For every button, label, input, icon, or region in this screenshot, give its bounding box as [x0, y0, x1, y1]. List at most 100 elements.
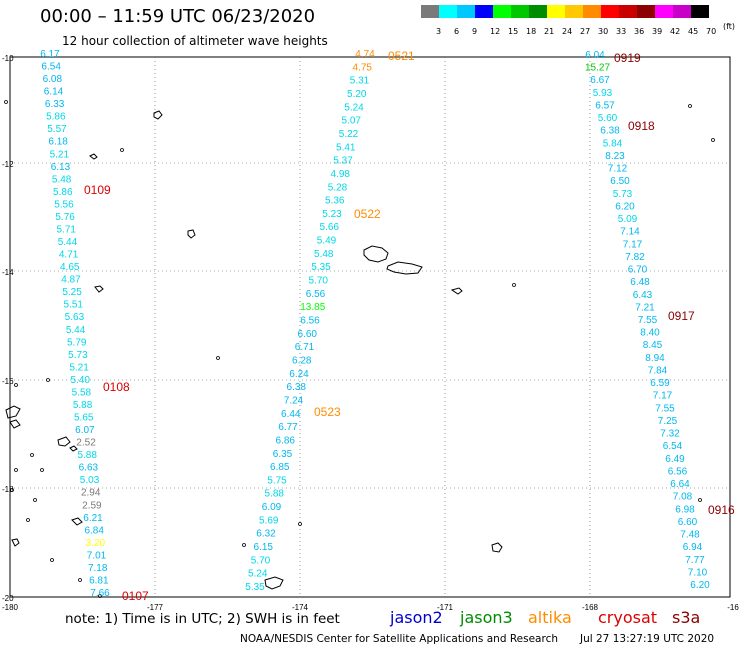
- color-scale-swatch: [547, 5, 565, 18]
- latitude-tick-label: -16: [2, 377, 14, 386]
- wave-height-value: 7.14: [620, 227, 640, 238]
- wave-height-value: 4.75: [353, 62, 373, 73]
- wave-height-value: 5.70: [251, 555, 271, 566]
- wave-height-value: 4.87: [61, 275, 81, 286]
- pass-label-0107: 0107: [122, 589, 149, 603]
- color-scale-label: 6: [454, 27, 460, 36]
- wave-height-value: 2.59: [82, 500, 102, 511]
- longitude-tick-label: -16: [727, 603, 739, 612]
- pass-label-0916: 0916: [708, 503, 735, 517]
- island-outline: [57, 436, 71, 447]
- wave-height-value: 5.21: [69, 362, 89, 373]
- wave-height-value: 5.73: [613, 189, 633, 200]
- island-outline: [491, 542, 503, 553]
- color-scale-label: 42: [670, 27, 681, 36]
- pass-label-0919: 0919: [614, 51, 641, 65]
- wave-height-value: 4.71: [59, 250, 79, 261]
- wave-height-value: 6.98: [675, 504, 695, 515]
- wave-height-value: 7.32: [660, 429, 680, 440]
- wave-height-value: 7.55: [638, 315, 658, 326]
- wave-height-value: 6.38: [287, 382, 307, 393]
- wave-height-value: 6.81: [89, 575, 109, 586]
- wave-height-value: 6.49: [665, 454, 685, 465]
- color-scale-label: 70: [706, 27, 717, 36]
- longitude-tick-label: -180: [2, 603, 19, 612]
- color-scale-label: 45: [688, 27, 699, 36]
- color-scale-label: 24: [562, 27, 573, 36]
- wave-height-value: 6.14: [44, 87, 64, 98]
- wave-height-value: 5.86: [46, 112, 66, 123]
- wave-height-value: 5.51: [64, 300, 84, 311]
- island-dot: [14, 383, 18, 387]
- color-scale-swatch: [673, 5, 691, 18]
- wave-height-value: 5.79: [67, 337, 87, 348]
- pass-label-0522: 0522: [354, 207, 381, 221]
- wave-height-value: 6.85: [270, 462, 290, 473]
- wave-height-value: 5.20: [347, 89, 367, 100]
- map-subtitle: 12 hour collection of altimeter wave hei…: [62, 34, 328, 48]
- island-outline: [5, 405, 21, 419]
- latitude-tick-label: -20: [2, 594, 14, 603]
- wave-height-value: 5.23: [322, 209, 342, 220]
- longitude-tick-label: -177: [147, 603, 164, 612]
- wave-height-value: 6.64: [670, 479, 690, 490]
- island-outline: [69, 445, 78, 452]
- color-scale-swatch: [565, 5, 583, 18]
- wave-height-value: 5.41: [336, 142, 356, 153]
- wave-height-value: 6.50: [610, 176, 630, 187]
- wave-height-value: 5.44: [58, 237, 78, 248]
- wave-height-value: 5.73: [68, 350, 88, 361]
- pass-label-0917: 0917: [668, 309, 695, 323]
- wave-height-value: 6.20: [690, 580, 710, 591]
- island-dot: [98, 594, 102, 598]
- wave-height-value: 5.28: [328, 182, 348, 193]
- wave-height-value: 5.88: [77, 450, 97, 461]
- wave-height-value: 6.07: [75, 425, 95, 436]
- color-scale-unit: (ft): [723, 22, 736, 31]
- wave-height-value: 7.77: [685, 555, 705, 566]
- wave-height-value: 7.25: [658, 416, 678, 427]
- island-dot: [14, 468, 18, 472]
- satellite-legend-cryosat: cryosat: [598, 608, 658, 627]
- wave-height-value: 7.01: [87, 550, 107, 561]
- wave-height-value: 6.18: [48, 137, 68, 148]
- wave-height-value: 5.93: [593, 88, 613, 99]
- wave-height-value: 7.18: [88, 563, 108, 574]
- wave-height-value: 6.35: [273, 449, 293, 460]
- wave-height-value: 7.17: [653, 391, 673, 402]
- wave-height-value: 2.94: [81, 488, 101, 499]
- wave-height-value: 7.66: [90, 588, 110, 599]
- wave-height-value: 5.88: [265, 489, 285, 500]
- wave-height-value: 4.74: [355, 49, 375, 60]
- footer-note: note: 1) Time is in UTC; 2) SWH is in fe…: [65, 611, 340, 627]
- island-dot: [688, 104, 692, 108]
- wave-height-value: 6.77: [278, 422, 298, 433]
- wave-height-value: 4.98: [331, 169, 351, 180]
- wave-height-value: 6.84: [84, 525, 104, 536]
- color-scale-label: 15: [508, 27, 519, 36]
- wave-height-value: 6.28: [292, 355, 312, 366]
- color-scale-swatch: [619, 5, 637, 18]
- wave-height-value: 7.55: [655, 403, 675, 414]
- wave-height-value: 6.86: [276, 435, 296, 446]
- wave-height-value: 6.43: [633, 290, 653, 301]
- wave-height-value: 7.24: [284, 395, 304, 406]
- island-outline: [450, 287, 463, 295]
- wave-height-value: 5.24: [248, 569, 268, 580]
- wave-height-value: 5.07: [342, 116, 362, 127]
- wave-height-value: 13.85: [300, 302, 325, 313]
- footer-timestamp: Jul 27 13:27:19 UTC 2020: [580, 633, 715, 645]
- island-outline: [11, 538, 20, 547]
- color-scale-swatch: [583, 5, 601, 18]
- wave-height-value: 6.71: [295, 342, 315, 353]
- wave-height-value: 3.20: [86, 538, 106, 549]
- wave-height-value: 7.21: [635, 302, 655, 313]
- color-scale-swatch: [691, 5, 709, 18]
- pass-label-0108: 0108: [103, 380, 130, 394]
- wave-height-value: 6.94: [683, 542, 703, 553]
- island-dot: [216, 356, 220, 360]
- color-scale-label: 3: [436, 27, 442, 36]
- satellite-legend-jason3: jason3: [460, 608, 513, 627]
- island-dot: [242, 543, 246, 547]
- island-dot: [46, 378, 50, 382]
